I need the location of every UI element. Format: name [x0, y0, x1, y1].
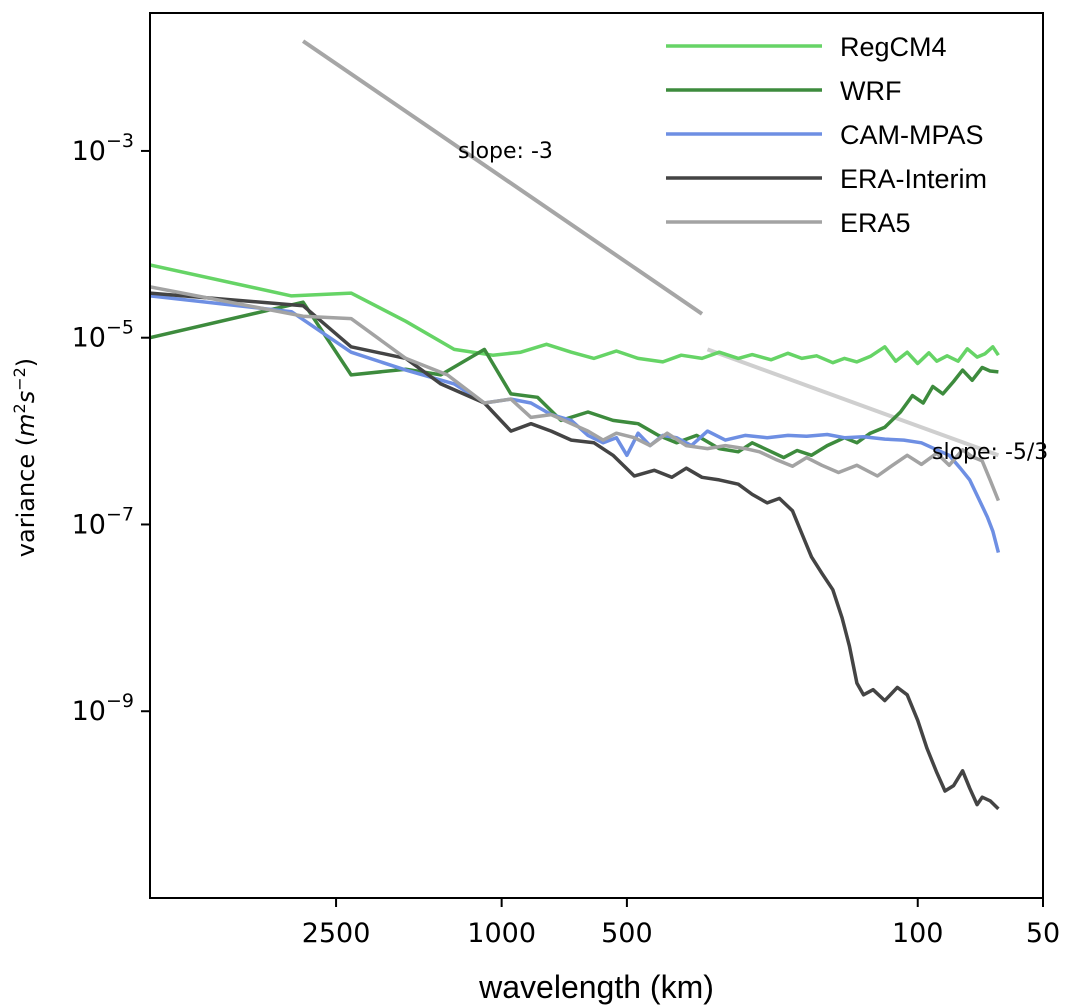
series-line-era5 [150, 285, 1001, 502]
legend-label-era-interim: ERA-Interim [840, 164, 987, 194]
legend-label-regcm4: RegCM4 [840, 32, 947, 62]
legend-label-cam-mpas: CAM-MPAS [840, 120, 984, 150]
series-line-cam-mpas [150, 294, 1001, 554]
x-tick-label: 50 [1026, 918, 1060, 949]
y-tick-label: 10−5 [72, 317, 134, 354]
y-axis-ticks: 10−3 10−5 10−7 10−9 [72, 130, 150, 727]
reference-line-2 [706, 347, 1000, 458]
chart-lines [150, 39, 1001, 811]
series-line-regcm4 [150, 263, 1000, 366]
x-tick-label: 1000 [467, 918, 536, 949]
legend: RegCM4 WRF CAM-MPAS ERA-Interim ERA5 [666, 32, 987, 238]
reference-line-annotations: slope: -3 slope: -5/3 [458, 139, 1048, 465]
y-axis-label: variance (m2s−2) [10, 358, 40, 557]
reference-line-1 [301, 39, 704, 316]
y-tick-label: 10−3 [72, 130, 134, 167]
reference-line-label-2: slope: -5/3 [932, 440, 1048, 465]
x-axis-label: wavelength (km) [478, 969, 714, 1005]
series-line-era-interim [150, 291, 1000, 811]
y-tick-label: 10−9 [72, 690, 134, 727]
x-tick-label: 100 [892, 918, 944, 949]
x-tick-label: 500 [601, 918, 653, 949]
legend-label-era5: ERA5 [840, 208, 911, 238]
plot-frame [149, 12, 1044, 899]
series-line-wrf [150, 300, 999, 460]
x-axis-ticks: 2500 1000 500 100 50 [302, 898, 1060, 949]
y-tick-label: 10−7 [72, 503, 134, 540]
x-tick-label: 2500 [302, 918, 371, 949]
reference-line-label-1: slope: -3 [458, 139, 553, 164]
legend-label-wrf: WRF [840, 76, 901, 106]
